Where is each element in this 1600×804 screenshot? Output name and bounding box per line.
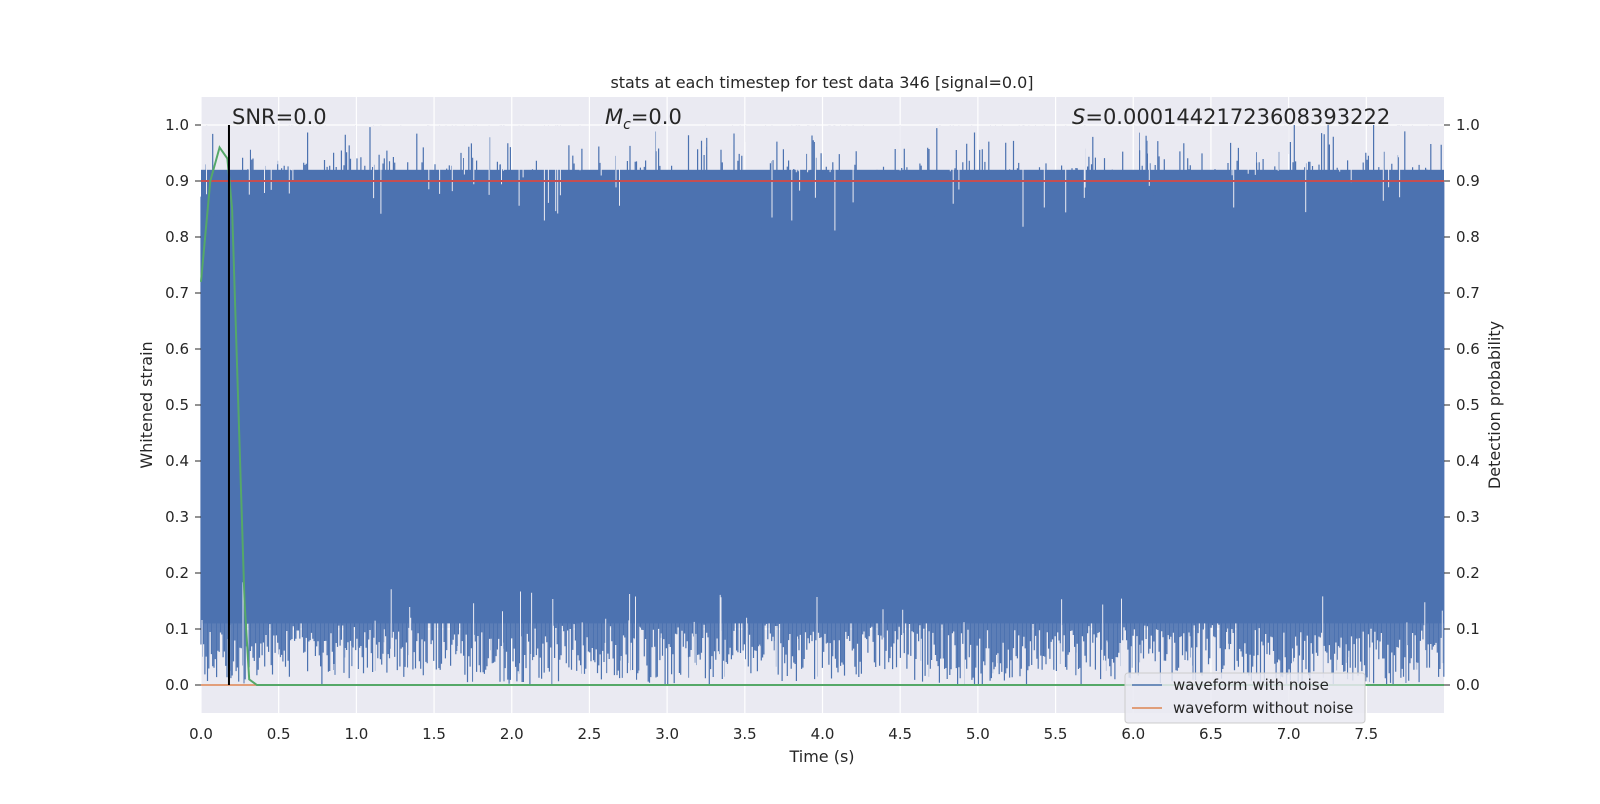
x-tick-label: 5.0 (966, 725, 990, 743)
noise-spikes (200, 125, 1445, 685)
y-tick-label-left: 0.1 (165, 620, 189, 638)
s-annotation: S=0.00014421723608393222 (1072, 105, 1390, 129)
legend-label-no-noise: waveform without noise (1173, 699, 1353, 717)
x-tick-label: 3.0 (655, 725, 679, 743)
y-tick-label-right: 0.1 (1456, 620, 1480, 638)
x-tick-label: 5.5 (1044, 725, 1068, 743)
x-tick-label: 2.0 (500, 725, 524, 743)
x-tick-label: 1.0 (344, 725, 368, 743)
x-tick-label: 4.0 (811, 725, 835, 743)
y-tick-label-right: 0.6 (1456, 340, 1480, 358)
chirp-mass-value: =0.0 (631, 105, 682, 129)
y-tick-label-left: 1.0 (165, 116, 189, 134)
chirp-mass-annotation: Mc=0.0 (605, 105, 682, 133)
x-tick-label: 7.5 (1354, 725, 1378, 743)
y-tick-label-left: 0.3 (165, 508, 189, 526)
s-value: =0.00014421723608393222 (1085, 105, 1390, 129)
y-tick-label-right: 0.4 (1456, 452, 1480, 470)
y-tick-label-right: 1.0 (1456, 116, 1480, 134)
x-tick-label: 6.0 (1121, 725, 1145, 743)
x-tick-label: 3.5 (733, 725, 757, 743)
x-tick-label: 6.5 (1199, 725, 1223, 743)
s-symbol: S (1072, 105, 1085, 129)
y-tick-label-left: 0.0 (165, 676, 189, 694)
legend-box (1124, 672, 1366, 724)
y-tick-label-right: 0.2 (1456, 564, 1480, 582)
x-tick-label: 1.5 (422, 725, 446, 743)
y-tick-label-left: 0.4 (165, 452, 189, 470)
y-tick-label-left: 0.2 (165, 564, 189, 582)
y-axis-label: Whitened strain (137, 341, 156, 468)
x-axis-label: Time (s) (788, 747, 854, 766)
x-tick-label: 0.5 (267, 725, 291, 743)
legend-label-noise: waveform with noise (1173, 676, 1329, 694)
y-tick-label-right: 0.9 (1456, 172, 1480, 190)
y-tick-label-left: 0.6 (165, 340, 189, 358)
snr-annotation: SNR=0.0 (232, 105, 327, 129)
x-ticks: 0.0 0.5 1.0 1.5 2.0 2.5 3.0 3.5 4.0 4.5 5.0 5.5 6.0 6… (189, 725, 1378, 743)
y-tick-label-right: 0.7 (1456, 284, 1480, 302)
chirp-mass-symbol: M (605, 105, 623, 129)
y-axis-label-right: Detection probability (1485, 321, 1504, 489)
y-tick-label-left: 0.8 (165, 228, 189, 246)
detection-probability-line (200, 145, 1444, 686)
x-tick-label: 4.5 (888, 725, 912, 743)
y-tick-label-left: 0.9 (165, 172, 189, 190)
x-tick-label: 0.0 (189, 725, 213, 743)
y-tick-label-left: 0.5 (165, 396, 189, 414)
y-tick-label-right: 0.3 (1456, 508, 1480, 526)
y-ticks-right: 0.0 0.1 0.2 0.3 0.4 0.5 0.6 0.7 0.8 0.9 1.0 (1444, 116, 1480, 694)
legend: waveform with noise waveform without noi… (1124, 672, 1366, 724)
noise-series (200, 125, 1445, 685)
chirp-mass-subscript: c (623, 117, 631, 133)
x-tick-label: 7.0 (1277, 725, 1301, 743)
y-ticks-left: 0.0 0.1 0.2 0.3 0.4 0.5 0.6 0.7 0.8 0.9 1.0 (165, 116, 201, 694)
y-tick-label-left: 0.7 (165, 284, 189, 302)
y-tick-label-right: 0.5 (1456, 396, 1480, 414)
y-tick-label-right: 0.0 (1456, 676, 1480, 694)
y-tick-label-right: 0.8 (1456, 228, 1480, 246)
chart-title: stats at each timestep for test data 346… (610, 73, 1033, 92)
x-tick-label: 2.5 (578, 725, 602, 743)
